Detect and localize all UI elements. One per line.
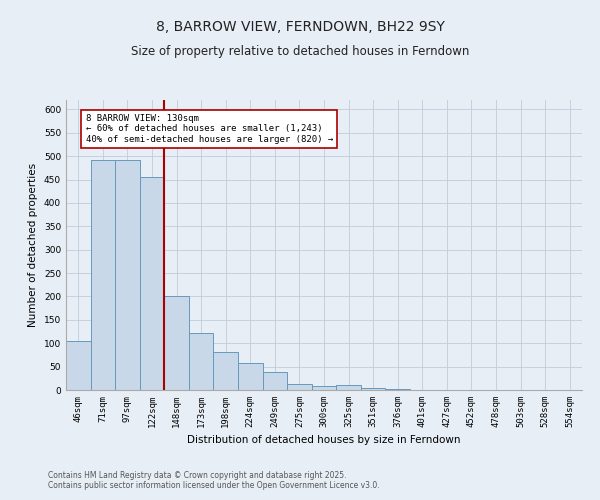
Y-axis label: Number of detached properties: Number of detached properties [28, 163, 38, 327]
Text: 8, BARROW VIEW, FERNDOWN, BH22 9SY: 8, BARROW VIEW, FERNDOWN, BH22 9SY [155, 20, 445, 34]
Text: Size of property relative to detached houses in Ferndown: Size of property relative to detached ho… [131, 45, 469, 58]
Bar [140, 176, 164, 390]
Bar [91, 160, 115, 390]
Bar [115, 160, 140, 390]
Bar [385, 389, 410, 390]
Text: 8 BARROW VIEW: 130sqm
← 60% of detached houses are smaller (1,243)
40% of semi-d: 8 BARROW VIEW: 130sqm ← 60% of detached … [86, 114, 333, 144]
Bar [312, 386, 336, 390]
Bar [287, 384, 312, 390]
Bar [214, 352, 238, 390]
X-axis label: Distribution of detached houses by size in Ferndown: Distribution of detached houses by size … [187, 436, 461, 446]
Bar [66, 341, 91, 390]
Bar [361, 388, 385, 390]
Bar [238, 364, 263, 390]
Bar [336, 386, 361, 390]
Bar [263, 372, 287, 390]
Bar [164, 296, 189, 390]
Text: Contains HM Land Registry data © Crown copyright and database right 2025.
Contai: Contains HM Land Registry data © Crown c… [48, 470, 380, 490]
Bar [189, 334, 214, 390]
